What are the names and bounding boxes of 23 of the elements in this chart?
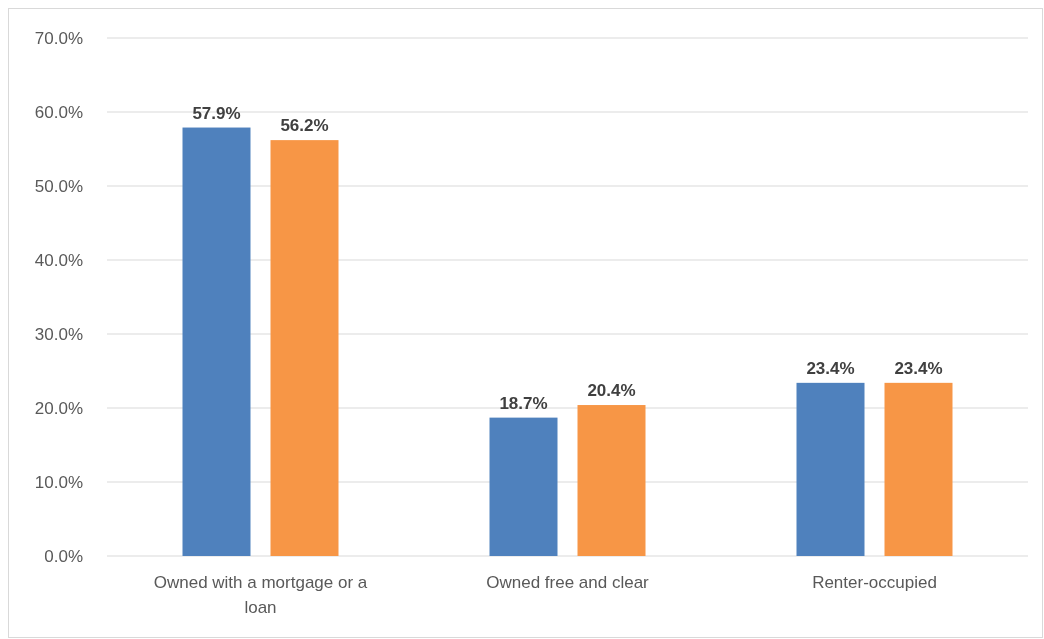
y-tick-label: 50.0% [34, 176, 83, 196]
bar [270, 140, 339, 556]
y-tick-label: 0.0% [44, 546, 83, 566]
y-tick-label: 70.0% [34, 28, 83, 48]
bar [489, 417, 558, 556]
text: 57.9% [192, 103, 241, 123]
bar [884, 382, 953, 556]
x-tick-label: Owned with a mortgage or a loan [153, 573, 368, 617]
text: 20.4% [587, 381, 636, 401]
x-tick-label: Renter-occupied [812, 573, 937, 592]
y-tick-label: 60.0% [34, 102, 83, 122]
bar [796, 382, 865, 556]
y-tick-label: 30.0% [34, 324, 83, 344]
text: 56.2% [280, 116, 329, 136]
y-tick-label: 40.0% [34, 250, 83, 270]
text: 18.7% [499, 393, 548, 413]
bar [577, 405, 646, 556]
bar [182, 127, 251, 556]
y-tick-label: 20.0% [34, 398, 83, 418]
y-tick-label: 10.0% [34, 472, 83, 492]
text: 23.4% [894, 358, 943, 378]
text: 23.4% [806, 358, 855, 378]
x-tick-label: Owned free and clear [486, 573, 650, 592]
